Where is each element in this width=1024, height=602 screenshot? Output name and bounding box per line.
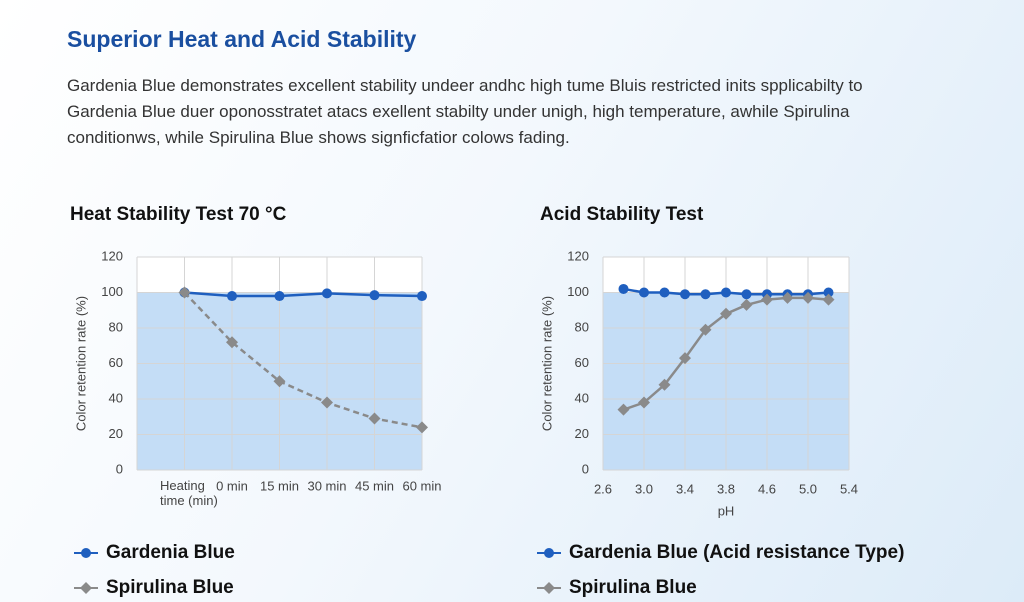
series-line (183, 291, 423, 429)
y-tick-label: 100 (567, 284, 589, 299)
data-point (721, 287, 731, 298)
y-tick-label: 0 (116, 461, 123, 476)
y-tick-label: 80 (109, 319, 123, 334)
legend-label: Gardenia Blue (Acid resistance Type) (569, 542, 904, 563)
data-point (699, 323, 712, 336)
x-axis-label: pH (718, 503, 735, 518)
legend-marker (543, 582, 555, 594)
data-point (740, 298, 753, 311)
data-point (321, 396, 333, 409)
chart-title: Heat Stability Test 70 °C (70, 204, 287, 225)
legend-label: Gardenia Blue (106, 542, 235, 563)
data-point (781, 291, 794, 304)
y-tick-label: 100 (101, 284, 123, 299)
legend-label: Spirulina Blue (569, 577, 697, 598)
y-tick-label: 20 (575, 426, 589, 441)
data-point (368, 412, 381, 425)
x-axis-label: Heating time (min) (160, 478, 218, 508)
x-tick-label: 60 min (402, 478, 441, 493)
data-point (226, 336, 238, 349)
x-tick-label: 15 min (260, 478, 299, 493)
data-point (178, 286, 191, 299)
data-point (802, 291, 814, 304)
y-tick-label: 40 (575, 390, 589, 405)
data-point (322, 288, 332, 299)
data-point (369, 290, 380, 301)
legend-marker (544, 548, 554, 558)
data-point (679, 352, 691, 365)
data-point (638, 396, 650, 409)
data-point (639, 287, 649, 298)
data-point (761, 293, 773, 306)
data-point (274, 291, 285, 302)
x-tick-label: 3.8 (717, 481, 735, 496)
x-tick-label: 5.0 (799, 481, 817, 496)
y-tick-label: 120 (567, 248, 589, 263)
x-tick-label: 30 min (307, 478, 346, 493)
data-point (720, 307, 732, 320)
paragraph-line: conditionws, while Spirulina Blue shows … (67, 128, 570, 147)
x-tick-label: 3.0 (635, 481, 653, 496)
data-point (416, 421, 428, 434)
y-axis-label: Color retention rate (%) (539, 296, 554, 431)
x-tick-label: 3.4 (676, 481, 694, 496)
y-tick-label: 40 (109, 390, 123, 405)
chart-title: Acid Stability Test (540, 204, 704, 225)
legend-marker (81, 548, 91, 558)
data-point (227, 291, 237, 302)
x-tick-label: 0 min (216, 478, 248, 493)
paragraph-line: Gardenia Blue duer oponosstratet atacs e… (67, 102, 850, 121)
data-point (680, 289, 690, 300)
y-tick-label: 20 (109, 426, 123, 441)
y-tick-label: 80 (575, 319, 589, 334)
data-point (617, 403, 630, 416)
legend-marker (80, 582, 92, 594)
data-point (417, 291, 427, 302)
data-point (741, 289, 752, 300)
data-point (822, 293, 835, 306)
data-point (659, 287, 670, 298)
paragraph-line: Gardenia Blue demonstrates excellent sta… (67, 76, 863, 95)
data-point (823, 287, 834, 298)
data-point (658, 378, 671, 391)
y-tick-label: 120 (101, 248, 123, 263)
x-tick-label: 5.4 (840, 481, 858, 496)
y-tick-label: 0 (582, 461, 589, 476)
x-tick-label: 2.6 (594, 481, 612, 496)
x-tick-label: 45 min (355, 478, 394, 493)
data-point (273, 375, 286, 388)
legend-label: Spirulina Blue (106, 577, 234, 598)
y-axis-label: Color retention rate (%) (73, 296, 88, 431)
data-point (700, 289, 711, 300)
page-title: Superior Heat and Acid Stability (67, 26, 417, 52)
y-tick-label: 60 (575, 355, 589, 370)
data-point (618, 283, 629, 294)
y-tick-label: 60 (109, 355, 123, 370)
series-line (184, 291, 423, 298)
x-tick-label: 4.6 (758, 481, 776, 496)
